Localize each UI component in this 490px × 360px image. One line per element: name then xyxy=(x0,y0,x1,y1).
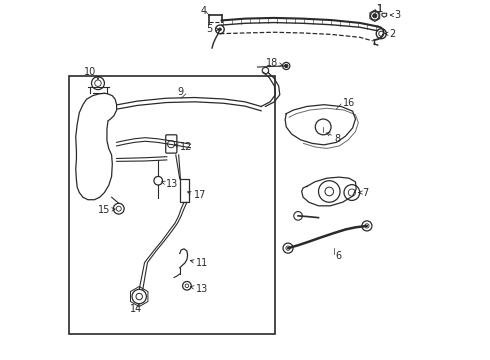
Text: 2: 2 xyxy=(389,29,395,39)
Text: 4: 4 xyxy=(201,6,207,16)
Circle shape xyxy=(373,14,377,18)
Text: 3: 3 xyxy=(394,10,401,20)
Bar xyxy=(180,179,189,202)
Text: 17: 17 xyxy=(194,190,206,200)
Text: 9: 9 xyxy=(177,87,184,98)
Bar xyxy=(69,76,275,334)
Text: 8: 8 xyxy=(335,134,341,144)
Text: 12: 12 xyxy=(180,142,193,152)
Text: 7: 7 xyxy=(362,188,368,198)
Text: 1: 1 xyxy=(377,4,383,14)
Text: 10: 10 xyxy=(84,67,96,77)
Circle shape xyxy=(219,28,221,31)
Circle shape xyxy=(285,64,288,67)
Text: 6: 6 xyxy=(335,251,342,261)
Text: 13: 13 xyxy=(166,179,178,189)
Text: 16: 16 xyxy=(343,98,355,108)
Text: 1: 1 xyxy=(377,4,383,14)
Text: 11: 11 xyxy=(196,258,208,268)
Text: 5: 5 xyxy=(206,24,212,35)
Text: 13: 13 xyxy=(196,284,208,294)
Text: 14: 14 xyxy=(129,304,142,314)
Text: 15: 15 xyxy=(98,206,111,216)
Text: 18: 18 xyxy=(266,58,278,68)
